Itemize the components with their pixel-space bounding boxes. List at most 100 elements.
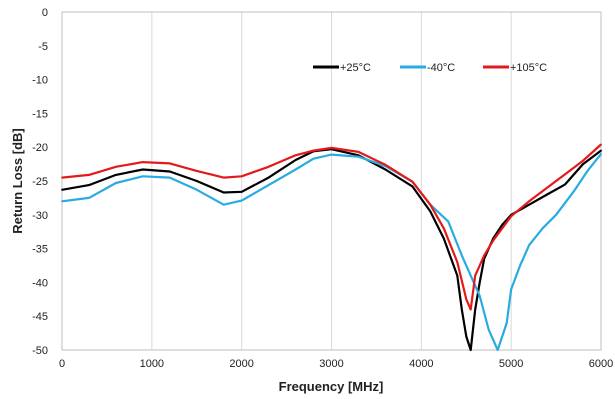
data-point xyxy=(600,149,602,152)
data-point xyxy=(469,274,472,277)
data-point xyxy=(141,168,144,171)
data-point xyxy=(474,274,477,277)
data-point xyxy=(267,184,270,186)
data-point xyxy=(546,193,548,196)
data-point xyxy=(384,163,387,166)
data-point xyxy=(501,224,504,226)
y-tick-label: -5 xyxy=(38,41,48,53)
data-point xyxy=(115,174,117,176)
x-tick-label: 4000 xyxy=(409,358,433,370)
data-point xyxy=(582,159,584,162)
data-point xyxy=(501,227,504,230)
y-tick-label: 0 xyxy=(42,7,48,19)
data-point xyxy=(61,188,63,191)
data-point xyxy=(429,203,432,206)
data-point xyxy=(456,274,459,277)
data-point xyxy=(505,322,508,324)
data-point xyxy=(222,203,225,206)
data-point xyxy=(564,173,566,176)
legend: +25°C -40°C +105°C xyxy=(313,62,547,74)
data-point xyxy=(586,169,589,172)
y-tick-label: -50 xyxy=(32,345,48,357)
x-tick-label: 6000 xyxy=(589,358,613,370)
data-point xyxy=(195,188,198,191)
data-point xyxy=(312,149,315,152)
data-point xyxy=(312,157,315,160)
data-point xyxy=(222,191,225,194)
data-point xyxy=(411,185,414,188)
data-point xyxy=(496,349,499,351)
data-point xyxy=(564,183,566,186)
data-point xyxy=(429,210,432,213)
data-point xyxy=(465,298,468,301)
data-point xyxy=(168,170,171,173)
data-point xyxy=(528,203,531,206)
data-point xyxy=(483,254,486,257)
y-tick-label: -25 xyxy=(32,176,48,188)
data-point xyxy=(474,308,477,311)
data-point xyxy=(600,143,602,146)
data-point xyxy=(330,146,333,149)
data-point xyxy=(447,220,450,223)
data-point xyxy=(465,335,468,338)
data-point xyxy=(600,153,602,155)
data-point xyxy=(168,162,171,165)
series-line-2 xyxy=(61,143,602,311)
data-point xyxy=(195,180,198,182)
data-point xyxy=(573,190,575,193)
plot-frame xyxy=(61,11,602,351)
x-tick-label: 2000 xyxy=(229,358,253,370)
data-point xyxy=(469,349,472,351)
data-point xyxy=(384,168,387,171)
data-point xyxy=(240,199,243,202)
y-tick-label: -20 xyxy=(32,142,48,154)
data-point xyxy=(528,200,531,203)
y-tick-label: -15 xyxy=(32,108,48,120)
data-point xyxy=(88,174,90,176)
y-tick-label: -30 xyxy=(32,210,48,222)
data-point xyxy=(294,168,297,171)
data-point xyxy=(460,254,463,257)
legend-label-105c: +105°C xyxy=(510,62,547,74)
data-point xyxy=(115,165,117,168)
data-point xyxy=(487,328,490,331)
legend-label-25c: +25°C xyxy=(340,62,371,74)
data-point xyxy=(330,153,333,156)
data-point xyxy=(411,180,414,183)
data-point xyxy=(582,163,584,166)
data-point xyxy=(442,227,445,230)
y-tick-label: -10 xyxy=(32,75,48,87)
data-point xyxy=(294,154,297,157)
data-point xyxy=(168,176,171,179)
data-point xyxy=(222,176,225,179)
data-point xyxy=(88,184,90,186)
data-point xyxy=(510,288,513,291)
series-lines xyxy=(61,143,602,352)
legend-label-minus40c: -40°C xyxy=(427,62,455,74)
data-point xyxy=(61,200,63,203)
data-point xyxy=(456,261,459,264)
y-tick-label: -45 xyxy=(32,311,48,323)
data-point xyxy=(267,165,270,168)
y-tick-label: -40 xyxy=(32,277,48,289)
data-point xyxy=(141,161,144,163)
data-point xyxy=(61,176,63,179)
data-point xyxy=(240,175,243,178)
data-point xyxy=(240,190,243,193)
data-point xyxy=(555,213,557,216)
x-axis-ticks: 0 1000 2000 3000 4000 5000 6000 xyxy=(59,358,613,370)
data-point xyxy=(141,175,144,178)
y-axis-title: Return Loss [dB] xyxy=(10,128,25,233)
data-point xyxy=(88,197,90,199)
data-point xyxy=(492,239,495,242)
data-point xyxy=(460,308,463,311)
data-point xyxy=(357,151,360,153)
data-point xyxy=(478,281,481,284)
data-point xyxy=(546,186,548,189)
data-point xyxy=(478,295,481,297)
data-point xyxy=(469,308,472,311)
y-axis-ticks: 0 -5 -10 -15 -20 -25 -30 -35 -40 -45 -50 xyxy=(32,7,48,357)
data-point xyxy=(442,237,445,240)
data-point xyxy=(357,155,360,158)
